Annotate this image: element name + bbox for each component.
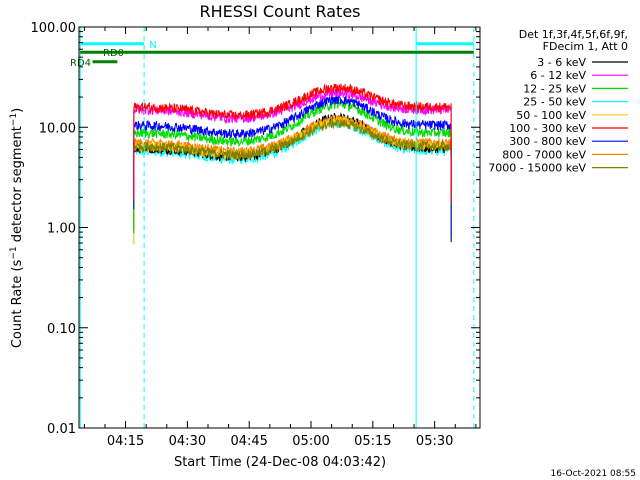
legend-label: 3 - 6 keV [537, 56, 586, 69]
y-tick-label: 0.01 [47, 422, 76, 437]
x-tick-label: 04:45 [230, 434, 267, 449]
night-label: N [149, 40, 156, 51]
x-axis-label: Start Time (24-Dec-08 04:03:42) [174, 455, 386, 470]
series-layer [133, 83, 452, 245]
y-axis-label-mid: detector segment [10, 126, 25, 246]
y-tick-label: 10.00 [39, 121, 76, 136]
legend-label: 300 - 800 keV [509, 135, 586, 148]
rd0-label: RD0 [103, 48, 124, 59]
y-axis-label-prefix: Count Rate (s [10, 259, 25, 348]
x-tick-label: 05:00 [292, 434, 329, 449]
y-tick-label: 100.00 [31, 21, 77, 36]
y-axis-label: Count Rate (s−1 detector segment−1) [9, 108, 25, 348]
series-line-8 [133, 118, 452, 236]
rd4-label: RD4 [70, 58, 91, 69]
plot-timestamp: 16-Oct-2021 08:55 [551, 469, 636, 479]
legend: Det 1f,3f,4f,5f,6f,9f, FDecim 1, Att 0 3… [488, 28, 628, 175]
y-axis-label-sup: −1 [9, 246, 19, 259]
x-axis-ticks: 04:15 04:30 04:45 05:00 05:15 05:30 [83, 27, 477, 449]
chart-title: RHESSI Count Rates [200, 2, 361, 21]
series-line-6 [133, 93, 452, 237]
x-tick-label: 05:30 [416, 434, 453, 449]
legend-label: 100 - 300 keV [509, 122, 586, 135]
x-tick-label: 04:15 [107, 434, 144, 449]
legend-label: 6 - 12 keV [530, 69, 586, 82]
y-tick-label: 0.10 [47, 322, 76, 337]
y-axis-label-sup2: −1 [9, 113, 19, 126]
x-tick-label: 05:15 [354, 434, 391, 449]
legend-label: 50 - 100 keV [516, 109, 586, 122]
legend-label: 12 - 25 keV [523, 82, 586, 95]
y-tick-label: 1.00 [47, 222, 76, 237]
series-line-5 [133, 83, 452, 203]
legend-label: 800 - 7000 keV [502, 148, 586, 161]
x-tick-label: 04:30 [169, 434, 206, 449]
legend-header-line-2: FDecim 1, Att 0 [543, 40, 628, 53]
series-line-2 [133, 98, 452, 231]
y-axis-label-suffix: ) [10, 108, 25, 113]
legend-header-line-1: Det 1f,3f,4f,5f,6f,9f, [519, 28, 628, 41]
legend-label: 7000 - 15000 keV [488, 162, 586, 175]
y-axis-ticks: 0.01 0.10 1.00 10.00 100.00 [31, 21, 480, 437]
legend-label: 25 - 50 keV [523, 96, 586, 109]
